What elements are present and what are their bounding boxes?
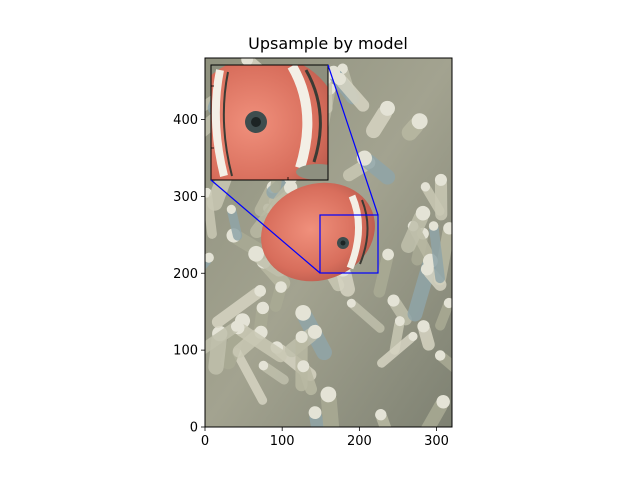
x-tick-label: 300: [424, 434, 449, 449]
chart-title: Upsample by model: [248, 34, 408, 53]
tentacle: [297, 360, 318, 396]
tentacle: [420, 182, 445, 216]
tentacle: [346, 298, 385, 333]
y-tick-label: 100: [173, 344, 198, 359]
y-tick-label: 400: [173, 113, 198, 128]
y-tick-label: 200: [173, 267, 198, 282]
tentacle: [387, 294, 412, 326]
x-tick-label: 100: [270, 434, 295, 449]
tentacle: [389, 316, 405, 355]
tentacle: [411, 395, 450, 427]
zoom-connector-line: [327, 64, 379, 216]
clownfish: [261, 182, 375, 282]
main-axes-frame: [204, 57, 453, 428]
tentacle: [377, 331, 418, 368]
tentacle: [211, 285, 267, 328]
tentacle: [226, 204, 243, 241]
tentacle: [375, 409, 401, 427]
y-tick-label: 300: [173, 190, 198, 205]
tentacle: [258, 360, 289, 385]
tentacle: [420, 263, 447, 291]
tentacle: [428, 221, 445, 284]
x-axis: 0 100 200 300: [201, 427, 449, 449]
y-axis: 0 100 200 300 400: [173, 113, 205, 436]
tentacle: [366, 100, 395, 139]
y-tick-label: 0: [190, 421, 198, 436]
inset-axes-frame: [210, 64, 329, 181]
tentacle: [320, 386, 340, 427]
tentacle: [333, 72, 370, 112]
zoom-connector-line: [210, 179, 321, 274]
x-tick-label: 0: [201, 434, 209, 449]
sea-anemone-tentacles: [205, 58, 452, 427]
tentacle: [401, 113, 428, 141]
tentacle: [401, 205, 431, 253]
tentacle: [434, 350, 452, 383]
tentacle: [205, 252, 214, 302]
tentacle: [417, 320, 435, 351]
x-tick-label: 200: [347, 434, 372, 449]
inset-image: [211, 65, 328, 180]
tentacle: [373, 248, 394, 298]
inset-ticks: [211, 85, 289, 180]
zoom-indicator-rect: [319, 214, 379, 274]
tentacle: [269, 281, 287, 312]
tentacle: [205, 320, 242, 355]
tentacle: [435, 297, 452, 331]
